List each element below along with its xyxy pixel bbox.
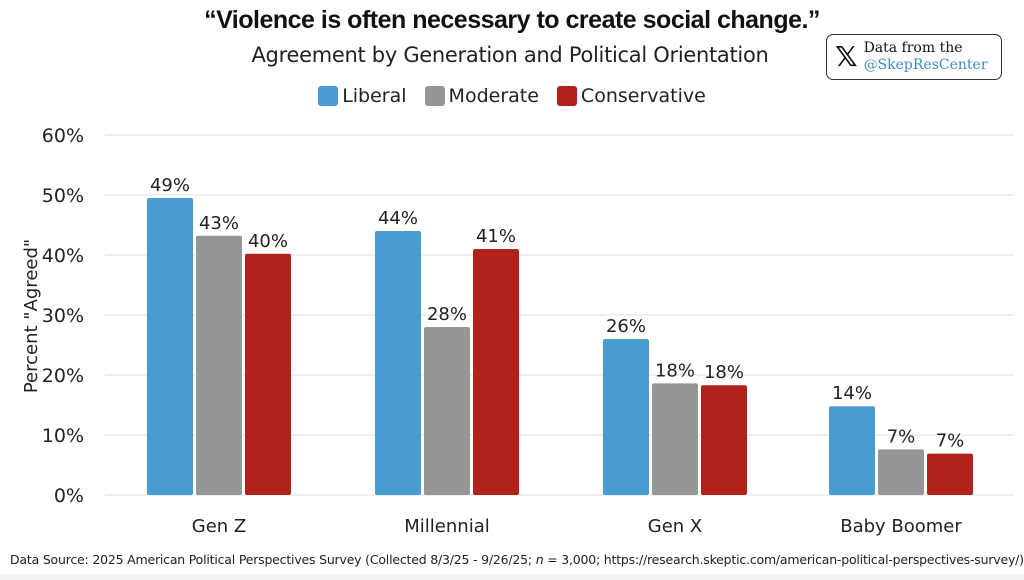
bar-value-label: 18%: [704, 362, 744, 383]
y-tick-label: 20%: [42, 365, 84, 387]
bar-moderate-baby-boomer: [878, 449, 924, 495]
bar-conservative-gen-x: [701, 385, 747, 495]
legend-item-conservative: Conservative: [556, 85, 706, 107]
legend-label-liberal: Liberal: [342, 85, 407, 107]
x-tick-label: Baby Boomer: [840, 516, 962, 537]
legend-item-moderate: Moderate: [424, 85, 539, 107]
legend-swatch-conservative: [556, 86, 577, 106]
y-tick-label: 10%: [42, 425, 84, 447]
source-badge: 𝕏 Data from the @SkepResCenter: [826, 34, 1002, 80]
bar-conservative-baby-boomer: [927, 453, 973, 495]
bar-liberal-millennial: [375, 231, 421, 495]
badge-line1: Data from the: [863, 40, 963, 56]
bar-moderate-gen-z: [196, 235, 242, 496]
bar-value-label: 26%: [606, 316, 646, 337]
bottom-band: [0, 574, 1024, 580]
legend-label-conservative: Conservative: [580, 85, 706, 107]
y-tick-label: 40%: [42, 245, 84, 267]
bar-moderate-millennial: [424, 327, 470, 495]
bar-value-label: 44%: [378, 208, 418, 229]
x-tick-label: Gen Z: [192, 516, 246, 537]
bar-conservative-gen-z: [245, 253, 291, 495]
bar-value-label: 18%: [655, 360, 695, 381]
bar-liberal-gen-x: [603, 339, 649, 495]
legend-item-liberal: Liberal: [318, 85, 407, 107]
bar-value-label: 7%: [936, 431, 965, 452]
bar-value-label: 49%: [150, 175, 190, 196]
legend-swatch-liberal: [318, 86, 339, 106]
badge-handle-link[interactable]: @SkepResCenter: [863, 57, 988, 73]
badge-text: Data from the @SkepResCenter: [864, 40, 988, 74]
x-tick-label: Gen X: [648, 516, 702, 537]
bar-liberal-baby-boomer: [829, 406, 875, 495]
bar-value-label: 43%: [199, 213, 239, 234]
bar-value-label: 7%: [887, 426, 916, 447]
bar-value-labels: 49% 43% 40% 44% 28% 41% 26% 18% 18% 14% 7% 7%: [150, 175, 964, 452]
y-tick-label: 0%: [54, 485, 84, 507]
bar-liberal-gen-z: [147, 198, 193, 495]
legend-swatch-moderate: [424, 86, 445, 106]
legend: Liberal Moderate Conservative: [0, 85, 1024, 107]
y-tick-label: 50%: [42, 185, 84, 207]
y-tick-label: 60%: [42, 125, 84, 147]
bars: [147, 198, 973, 496]
bar-value-label: 40%: [248, 231, 288, 252]
footer-n: n: [535, 552, 544, 567]
bar-value-label: 28%: [427, 304, 467, 325]
bar-value-label: 14%: [832, 383, 872, 404]
y-axis-label: Percent "Agreed": [21, 239, 42, 393]
chart-title: “Violence is often necessary to create s…: [204, 6, 820, 34]
bar-value-label: 41%: [476, 226, 516, 247]
y-tick-labels: 0% 10% 20% 30% 40% 50% 60%: [42, 125, 84, 507]
footer-suffix: = 3,000; https://research.skeptic.com/am…: [543, 552, 1024, 567]
footer-prefix: Data Source: 2025 American Political Per…: [10, 552, 536, 567]
data-source-footer: Data Source: 2025 American Political Per…: [10, 552, 1024, 567]
y-tick-label: 30%: [42, 305, 84, 327]
legend-label-moderate: Moderate: [448, 85, 539, 107]
bar-moderate-gen-x: [652, 383, 698, 495]
bar-conservative-millennial: [473, 249, 519, 495]
chart-subtitle: Agreement by Generation and Political Or…: [251, 43, 769, 67]
x-tick-labels: Gen Z Millennial Gen X Baby Boomer: [192, 516, 963, 537]
x-logo-icon: 𝕏: [835, 40, 858, 73]
x-tick-label: Millennial: [404, 516, 489, 537]
